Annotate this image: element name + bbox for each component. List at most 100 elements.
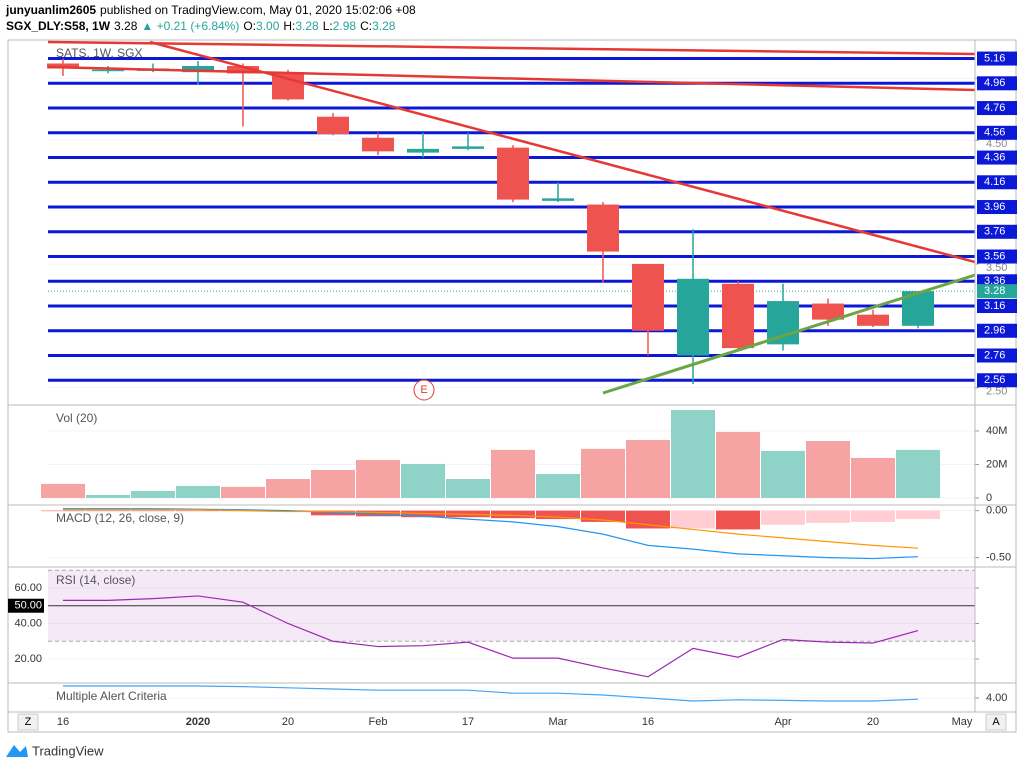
volume-bar <box>626 440 670 498</box>
y-tick-label: 60.00 <box>14 582 42 594</box>
volume-bar <box>716 431 760 498</box>
histogram-bar <box>176 510 220 512</box>
x-tick-label: Feb <box>369 716 388 728</box>
volume-bar <box>581 448 625 498</box>
candle-body <box>497 147 529 200</box>
level-label: 2.96 <box>984 325 1005 337</box>
level-label: 4.16 <box>984 176 1005 188</box>
histogram-bar <box>896 510 940 520</box>
x-tick-label: 16 <box>57 716 69 728</box>
level-label-box <box>977 51 1017 66</box>
y-tick-label: 40M <box>986 425 1007 437</box>
volume-bar <box>536 474 580 498</box>
candle-body <box>182 65 214 73</box>
histogram-bar <box>806 510 850 523</box>
trendline <box>149 40 975 264</box>
published: published on TradingView.com, May 01, 20… <box>100 3 416 17</box>
level-label-box <box>977 323 1017 338</box>
volume-bar <box>851 457 895 498</box>
pane-legend: SATS, 1W, SGX <box>56 46 142 60</box>
symbol-line: SGX_DLY:S58, 1W 3.28 ▲ +0.21 (+6.84%) O:3.0… <box>6 19 396 33</box>
candle-body <box>92 69 124 72</box>
level-label: 4.96 <box>984 77 1005 89</box>
histogram-bar <box>851 510 895 522</box>
level-label-box <box>977 373 1017 388</box>
candle-body <box>857 314 889 326</box>
indicator-line <box>63 509 919 549</box>
pane-legend: MACD (12, 26, close, 9) <box>56 511 184 525</box>
histogram-bar <box>761 510 805 525</box>
x-tick-label: Apr <box>774 716 791 728</box>
level-label: 3.76 <box>984 226 1005 238</box>
level-label: 4.56 <box>984 127 1005 139</box>
level-label: 3.16 <box>984 300 1005 312</box>
l-key: L: <box>323 19 333 33</box>
o-key: O: <box>243 19 256 33</box>
level-label-box <box>977 125 1017 140</box>
volume-bar <box>806 441 850 498</box>
level-label: 3.96 <box>984 201 1005 213</box>
level-label: 5.16 <box>984 52 1005 64</box>
volume-bar <box>176 485 220 498</box>
trendline <box>48 40 975 56</box>
level-label: 2.76 <box>984 349 1005 361</box>
h-key: H: <box>283 19 295 33</box>
zoom-button[interactable] <box>17 713 39 731</box>
x-tick-label: May <box>952 716 973 728</box>
level-label: 4.76 <box>984 102 1005 114</box>
level-label-box <box>977 150 1017 165</box>
level-label-box <box>977 348 1017 363</box>
logo-icon <box>6 745 28 757</box>
histogram-bar <box>86 510 130 512</box>
zoom-label[interactable]: Z <box>25 716 32 728</box>
candle-body <box>362 137 394 152</box>
candle-body <box>407 148 439 153</box>
trendline <box>48 65 975 92</box>
histogram-bar <box>131 510 175 512</box>
header-line: junyuanlim2605 published on TradingView.c… <box>5 3 416 17</box>
auto-button[interactable] <box>985 713 1007 731</box>
volume-bar <box>446 479 490 498</box>
logo: TradingView <box>6 743 104 758</box>
change: ▲ +0.21 (+6.84%) <box>141 19 239 33</box>
mid-level-box <box>8 598 44 613</box>
marks: E <box>41 57 975 702</box>
volume-bar <box>356 459 400 498</box>
candle-body <box>812 303 844 320</box>
indicator-line <box>63 595 919 678</box>
event-marker <box>413 379 435 401</box>
volume-bar <box>311 469 355 498</box>
histogram-bar <box>581 510 625 522</box>
x-tick-label: 20 <box>282 716 294 728</box>
histogram-bar <box>671 510 715 529</box>
candle-body <box>722 283 754 349</box>
level-label-box <box>977 299 1017 314</box>
level-label-box <box>977 101 1017 116</box>
level-label-box <box>977 224 1017 239</box>
candle-body <box>317 116 349 135</box>
auto-label[interactable]: A <box>992 716 1000 728</box>
c-key: C: <box>360 19 372 33</box>
level-label: 3.56 <box>984 250 1005 262</box>
level-label-box <box>977 249 1017 264</box>
volume-bar <box>491 449 535 498</box>
histogram-bar <box>491 510 535 519</box>
y-tick-label: 4.50 <box>986 138 1007 150</box>
candle-body <box>587 204 619 252</box>
symbol: SGX_DLY:S58, 1W <box>6 19 111 33</box>
y-tick-label: 20.00 <box>14 653 42 665</box>
y-tick-label: 0.00 <box>986 505 1007 517</box>
x-tick-label: 16 <box>642 716 654 728</box>
l-val: 2.98 <box>333 19 357 33</box>
level-label-box <box>977 200 1017 215</box>
candle-body <box>632 263 664 331</box>
volume-bar <box>761 450 805 498</box>
pane-legend: Multiple Alert Criteria <box>56 689 167 703</box>
pane-legend: Vol (20) <box>56 411 97 425</box>
pane-legend: RSI (14, close) <box>56 573 135 587</box>
y-tick-label: 40.00 <box>14 617 42 629</box>
y-tick-label: 3.50 <box>986 262 1007 274</box>
trendlines <box>48 40 975 395</box>
